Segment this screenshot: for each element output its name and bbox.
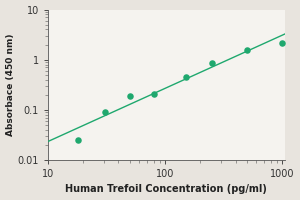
- Point: [183, 75, 188, 79]
- Y-axis label: Absorbace (450 nm): Absorbace (450 nm): [6, 33, 15, 136]
- Point: [151, 92, 156, 95]
- X-axis label: Human Trefoil Concentration (pg/ml): Human Trefoil Concentration (pg/ml): [65, 184, 267, 194]
- Point: [103, 110, 108, 114]
- Point: [209, 62, 214, 65]
- Point: [75, 138, 80, 142]
- Point: [244, 49, 249, 52]
- Point: [280, 41, 284, 44]
- Point: [127, 94, 132, 97]
